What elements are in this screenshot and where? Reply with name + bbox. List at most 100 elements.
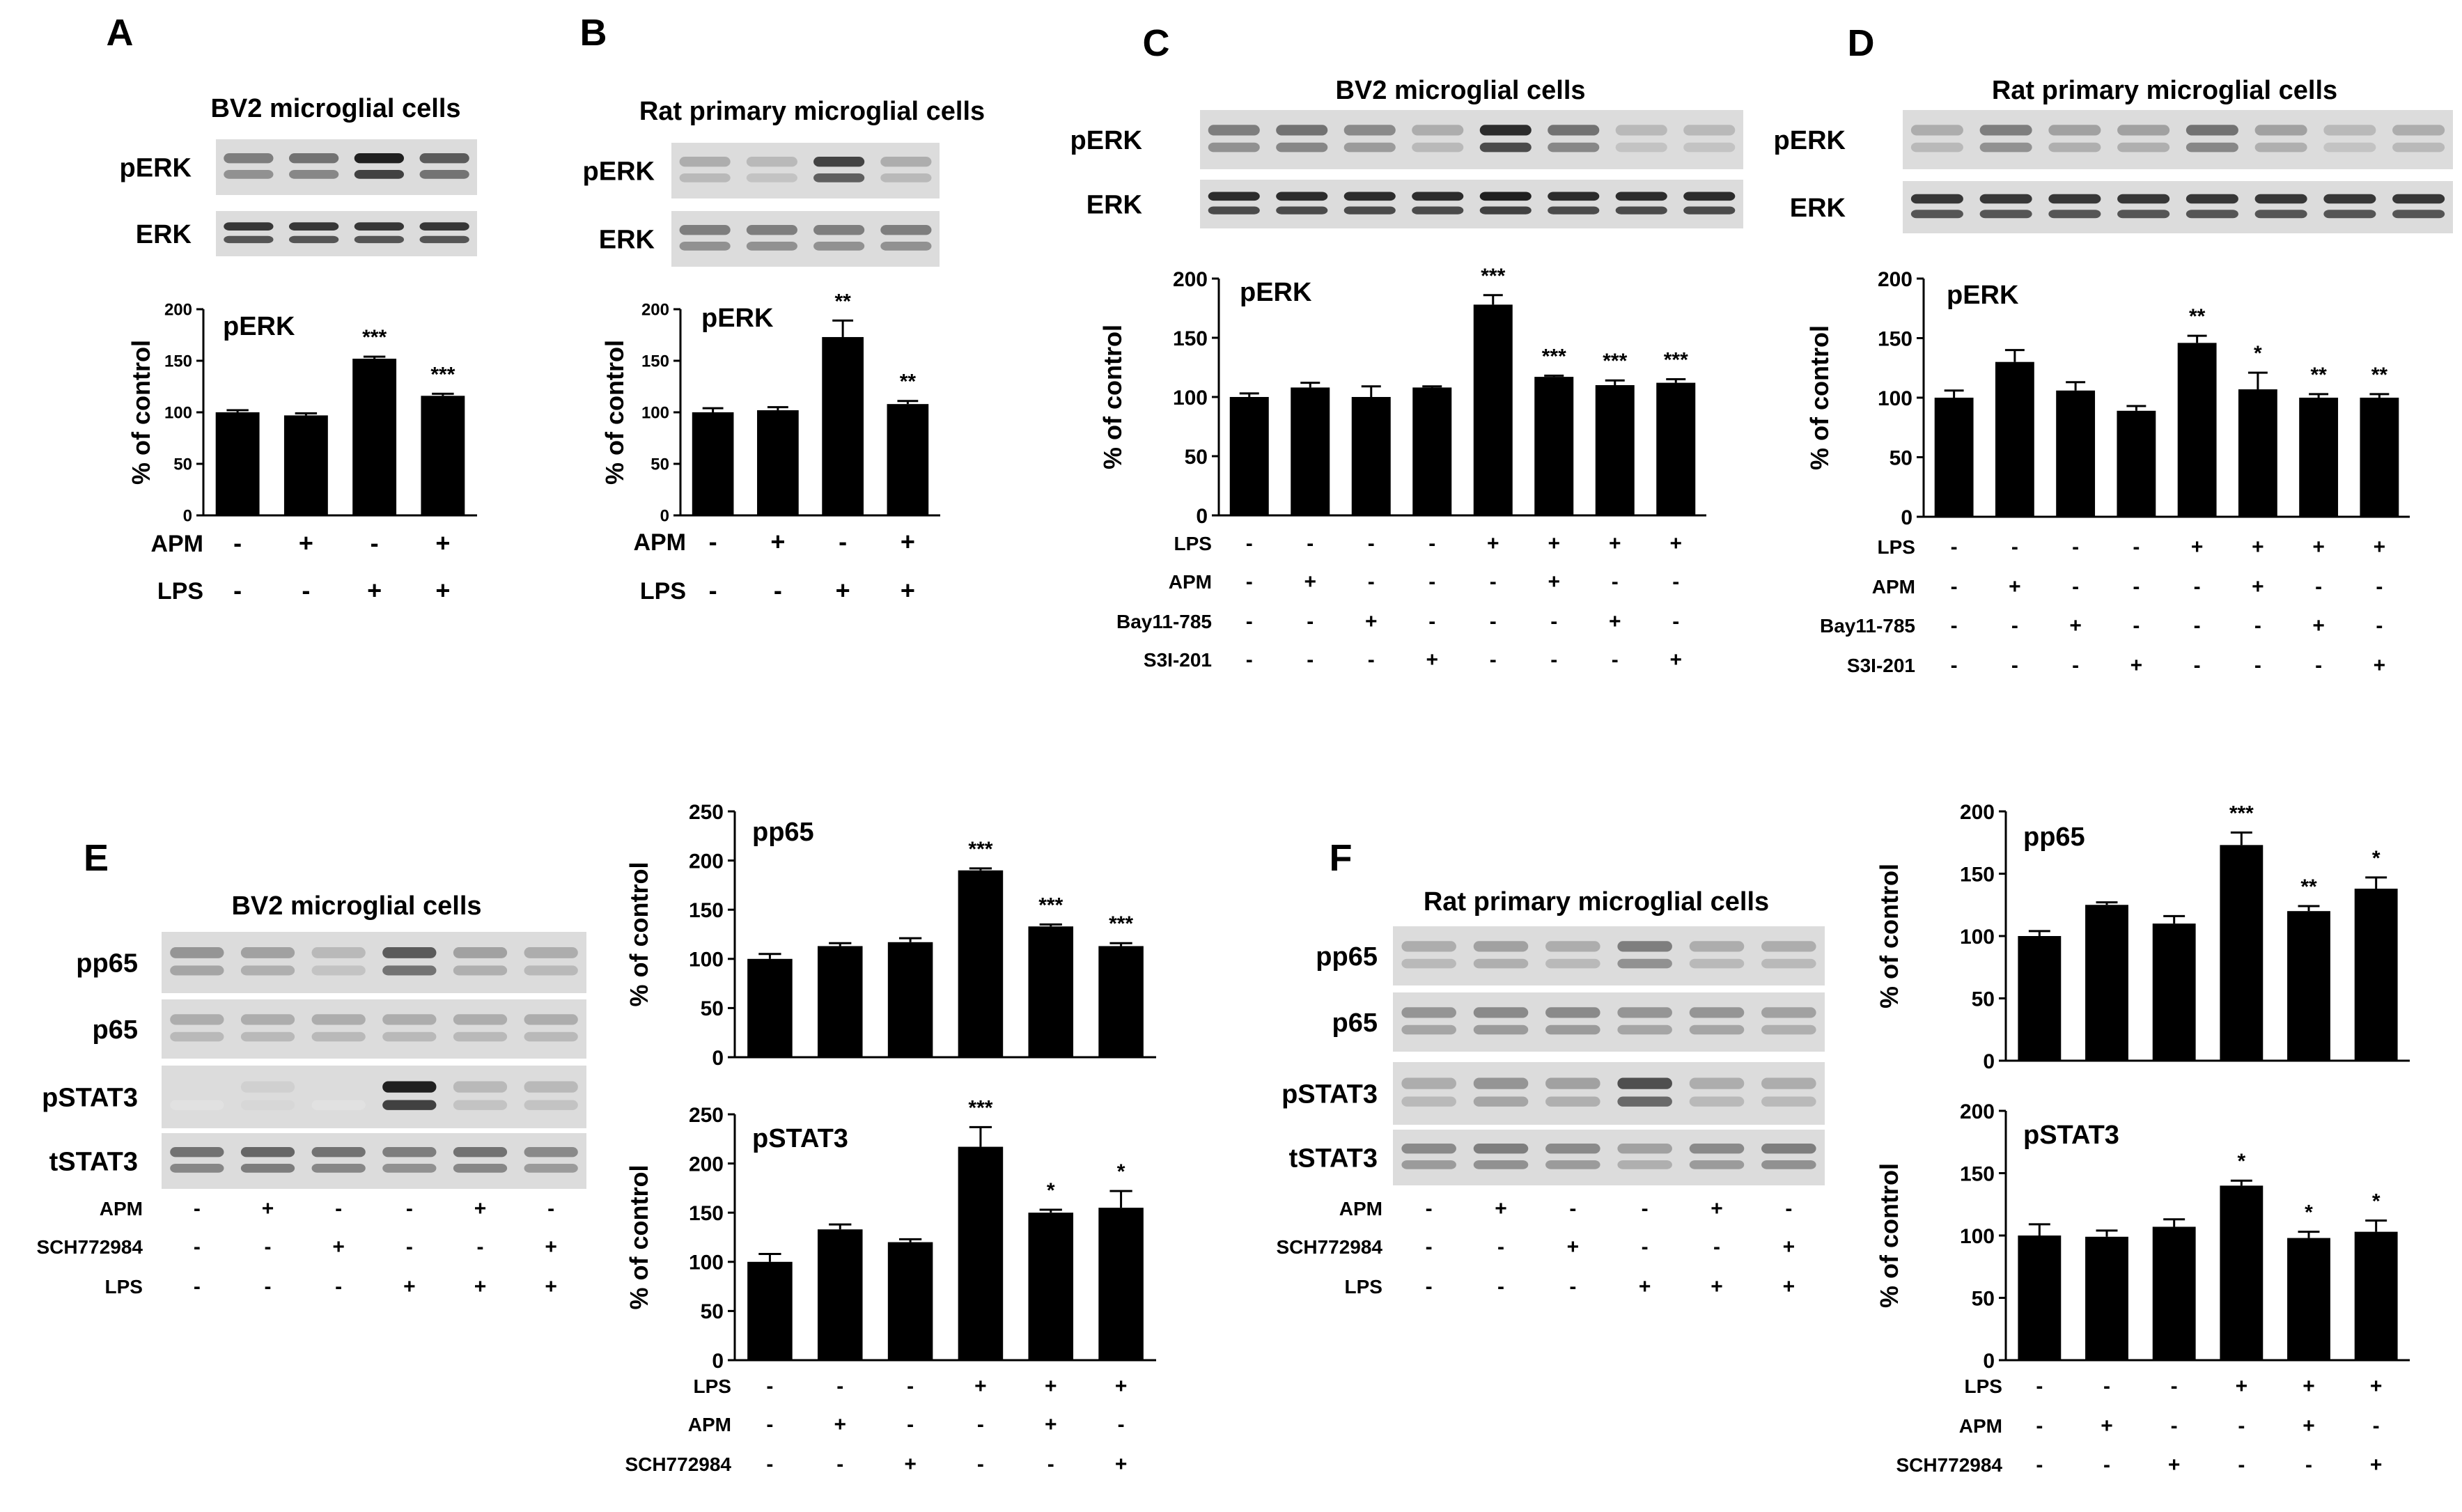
blot-band — [1761, 1160, 1816, 1169]
blot-band — [524, 1081, 578, 1093]
chart-inner-label: pp65 — [752, 818, 814, 847]
blot-band — [1761, 958, 1816, 969]
blot-band — [2186, 194, 2238, 204]
significance-label: *** — [2229, 802, 2254, 825]
blot-strip-pp65 — [162, 932, 586, 993]
blot-band — [746, 173, 797, 182]
bar — [1291, 387, 1330, 515]
y-axis-label: % of control — [127, 340, 155, 485]
condition-sign: - — [2254, 614, 2261, 637]
bar — [887, 404, 929, 515]
condition-sign: + — [770, 527, 785, 556]
bar — [2287, 1238, 2330, 1360]
condition-sign: - — [233, 529, 242, 557]
blot-band — [1208, 192, 1260, 201]
panel-label: F — [1330, 837, 1353, 879]
blot-band — [1910, 194, 1963, 204]
condition-label: S3I-201 — [1847, 655, 1915, 676]
condition-sign: - — [2103, 1375, 2110, 1398]
blot-band — [354, 170, 404, 179]
condition-sign: - — [2072, 575, 2079, 598]
panel-f: F Rat primary microglial cells pp65 p65 pSTA… — [1276, 801, 2410, 1476]
significance-label: * — [2237, 1150, 2245, 1173]
condition-sign: + — [2252, 575, 2264, 598]
condition-sign: + — [974, 1375, 987, 1398]
y-tick-label: 50 — [1185, 446, 1208, 469]
condition-sign: - — [1368, 648, 1375, 671]
blot-band — [382, 965, 437, 976]
condition-sign: - — [1307, 648, 1314, 671]
blot-band — [311, 1100, 366, 1110]
condition-sign: - — [1428, 610, 1435, 633]
blot-band — [1689, 1007, 1745, 1018]
y-tick-label: 200 — [1173, 268, 1208, 291]
blot-band — [311, 947, 366, 958]
condition-sign: - — [1246, 570, 1253, 593]
blot-condition-sign: - — [1497, 1275, 1504, 1298]
blot-band — [453, 1081, 508, 1093]
blot-band — [679, 173, 731, 182]
panel-b: B Rat primary microglial cells pERK ERK 0 50 1… — [580, 12, 985, 605]
condition-sign: + — [2130, 654, 2143, 677]
blot-band — [1276, 192, 1328, 201]
blot-band — [1412, 192, 1464, 201]
blot-condition-label: SCH772984 — [36, 1236, 143, 1258]
bar — [2152, 923, 2196, 1061]
blot-band — [880, 225, 932, 235]
y-tick-label: 150 — [641, 352, 669, 371]
y-axis-label: % of control — [625, 1165, 653, 1310]
blot-band — [1910, 142, 1963, 153]
condition-sign: - — [1550, 610, 1557, 633]
blot-band — [453, 1031, 508, 1042]
blot-band — [1545, 1024, 1600, 1035]
condition-sign: - — [836, 1375, 843, 1398]
blot-band — [1979, 142, 2032, 153]
condition-sign: + — [1045, 1375, 1057, 1398]
y-axis-label: % of control — [1875, 1163, 1903, 1308]
significance-label: *** — [430, 363, 455, 386]
y-tick-label: 200 — [689, 850, 724, 873]
blot-band — [813, 242, 865, 251]
y-tick-label: 0 — [712, 1047, 724, 1070]
blot-band — [382, 1081, 437, 1093]
blot-band — [1683, 192, 1736, 201]
blot-band — [2117, 142, 2170, 153]
blot-band — [1617, 1096, 1672, 1107]
blot-condition-sign: - — [406, 1236, 413, 1258]
blot-label: pSTAT3 — [42, 1084, 138, 1113]
blot-band — [289, 235, 339, 244]
blot-label: p65 — [93, 1015, 138, 1045]
y-tick-label: 250 — [689, 1104, 724, 1127]
y-tick-label: 100 — [1173, 387, 1208, 410]
condition-sign: - — [1490, 610, 1497, 633]
blot-band — [240, 1081, 295, 1093]
blot-band — [2048, 210, 2101, 219]
blot-strip-erk — [1200, 180, 1743, 228]
blot-label: p65 — [1332, 1008, 1378, 1038]
bar — [747, 958, 793, 1057]
blot-band — [1979, 194, 2032, 204]
blot-label: pERK — [1070, 126, 1143, 155]
significance-label: *** — [968, 838, 992, 861]
blot-band — [1401, 1077, 1456, 1089]
condition-sign: - — [1612, 648, 1619, 671]
blot-band — [419, 153, 469, 164]
blot-band — [1548, 125, 1600, 136]
blot-band — [453, 1147, 508, 1158]
condition-label: APM — [633, 529, 686, 556]
bar — [1028, 926, 1074, 1057]
blot-band — [2186, 142, 2238, 153]
condition-sign: - — [1612, 570, 1619, 593]
blot-band — [1689, 1144, 1745, 1154]
condition-sign: - — [2011, 654, 2018, 677]
blot-band — [354, 222, 404, 231]
condition-sign: - — [1047, 1453, 1054, 1476]
blot-band — [354, 153, 404, 164]
y-tick-label: 100 — [164, 404, 192, 423]
blot-band — [240, 1147, 295, 1158]
blot-band — [1689, 1077, 1745, 1089]
blot-condition-sign: + — [262, 1197, 274, 1220]
condition-sign: + — [834, 1413, 846, 1436]
blot-band — [2254, 142, 2307, 153]
blot-band — [1473, 1096, 1529, 1107]
